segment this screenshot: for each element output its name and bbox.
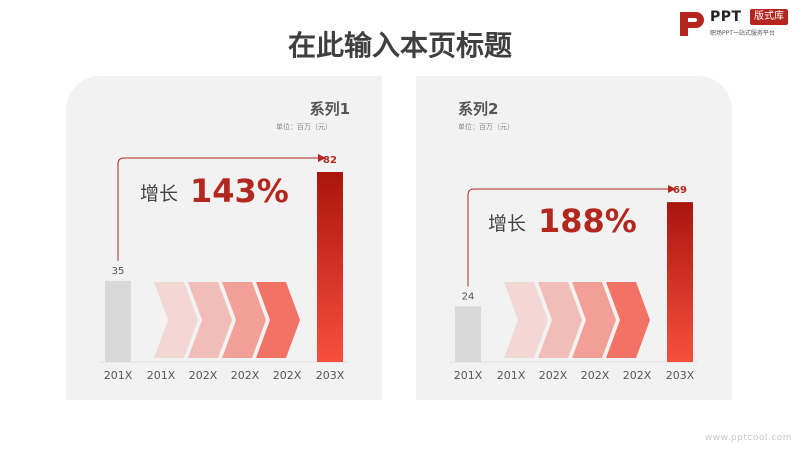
growth-connector [467,188,670,287]
chart-series-1: 系列1 单位：百万（元） 35 82 增长 143% 201X 201X 202X 202X 202… [100,100,350,382]
chart-card-series-2: 系列2 单位：百万（元） 24 69 增长 188% 201X 201X 202X 202X 202… [416,76,732,400]
logo-icon [680,12,704,36]
unit-label: 单位：百万（元） [458,122,514,131]
bar-start [105,280,131,362]
data-label-start: 35 [112,266,125,277]
logo-badge: 版式库 [750,9,788,25]
series-title: 系列1 [310,100,350,118]
growth-value: 188% [538,202,637,240]
growth-chevron [256,282,300,358]
x-tick-label: 201X [147,369,176,382]
x-tick-label: 202X [623,369,652,382]
bar-end [317,172,343,362]
growth-chevron [572,282,616,358]
x-tick-label: 202X [231,369,260,382]
x-tick-label: 201X [104,369,133,382]
watermark: www.pptcool.com [704,433,792,443]
x-tick-label: 201X [497,369,526,382]
x-tick-label: 202X [539,369,568,382]
data-label-end: 82 [323,155,337,166]
series-title: 系列2 [458,100,498,118]
chart-series-2: 系列2 单位：百万（元） 24 69 增长 188% 201X 201X 202X 202X 202… [450,100,698,382]
growth-connector [117,157,320,261]
connector-arrowhead [668,185,676,193]
brand-logo: PPT 版式库 职场PPT一站式服务平台 [676,6,798,42]
growth-chevron [504,282,548,358]
unit-label: 单位：百万（元） [276,122,332,131]
growth-chevron [154,282,198,358]
logo-name: PPT [710,9,742,25]
bar-end [667,202,693,362]
x-tick-label: 203X [666,369,695,382]
growth-value: 143% [190,172,289,210]
growth-label: 增长 [140,183,178,205]
connector-arrowhead [318,154,326,162]
chart-card-series-1: 系列1 单位：百万（元） 35 82 增长 143% 201X 201X 202X 202X 202… [66,76,382,400]
page-title: 在此输入本页标题 [287,29,512,62]
data-label-start: 24 [462,291,475,302]
x-tick-label: 203X [316,369,345,382]
logo-slogan: 职场PPT一站式服务平台 [710,30,775,37]
data-label-end: 69 [673,185,687,196]
growth-chevron [188,282,232,358]
growth-chevron [538,282,582,358]
growth-chevron [606,282,650,358]
x-tick-label: 201X [454,369,483,382]
growth-chevron [222,282,266,358]
x-tick-label: 202X [581,369,610,382]
bar-start [455,306,481,362]
x-tick-label: 202X [189,369,218,382]
growth-label: 增长 [488,213,526,235]
x-tick-label: 202X [273,369,302,382]
